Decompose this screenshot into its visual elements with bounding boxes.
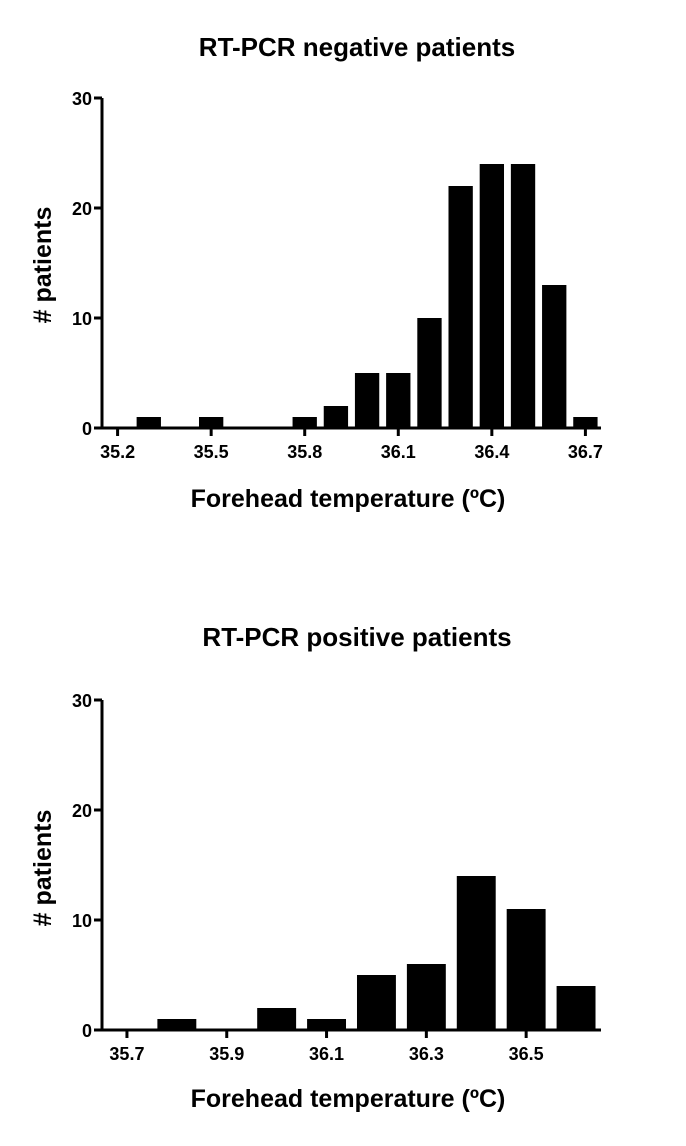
histogram-bar	[556, 986, 596, 1030]
histogram-bar	[307, 1019, 347, 1030]
histogram-bar	[510, 164, 536, 428]
histogram-bar	[323, 406, 349, 428]
chart-title: RT-PCR positive patients	[202, 622, 511, 652]
y-axis-label: # patients	[29, 207, 57, 324]
x-tick-label: 35.8	[287, 442, 322, 462]
positive-patients-chart: RT-PCR positive patients # patients Fore…	[29, 622, 601, 1113]
histogram-bar	[506, 909, 546, 1030]
x-tick-label: 35.9	[209, 1044, 244, 1064]
x-ticks: 35.7 35.9 36.1 36.3 36.5	[109, 1030, 544, 1064]
histogram-bar	[386, 373, 411, 428]
y-tick-label: 30	[72, 89, 92, 109]
histogram-bar	[354, 373, 380, 428]
histogram-bar	[456, 876, 496, 1030]
bars	[157, 876, 596, 1030]
histogram-bar	[356, 975, 396, 1030]
x-tick-label: 35.7	[109, 1044, 144, 1064]
histogram-bar	[448, 186, 473, 428]
histogram-bar	[573, 417, 598, 428]
negative-patients-chart: RT-PCR negative patients # patients Fore…	[29, 32, 603, 513]
histogram-bar	[157, 1019, 197, 1030]
y-axis-label: # patients	[29, 810, 57, 927]
histogram-bar	[406, 964, 446, 1030]
y-tick-label: 0	[82, 419, 92, 439]
y-ticks: 0 10 20 30	[72, 691, 102, 1041]
histogram-bar	[292, 417, 317, 428]
x-tick-label: 36.1	[309, 1044, 344, 1064]
axes	[100, 700, 601, 1032]
histogram-bar	[479, 164, 505, 428]
histogram-bar	[417, 318, 442, 428]
histogram-bar	[198, 417, 224, 428]
y-tick-label: 30	[72, 691, 92, 711]
axes	[100, 98, 601, 430]
x-axis-label: Forehead temperature (ºC)	[191, 1085, 506, 1113]
y-tick-label: 20	[72, 199, 92, 219]
x-tick-label: 36.7	[568, 442, 603, 462]
x-tick-label: 36.1	[381, 442, 416, 462]
bars	[136, 164, 598, 428]
x-axis-label: Forehead temperature (ºC)	[191, 485, 506, 513]
y-tick-label: 20	[72, 801, 92, 821]
y-tick-label: 0	[82, 1021, 92, 1041]
x-tick-label: 36.5	[509, 1044, 544, 1064]
x-tick-label: 35.5	[194, 442, 229, 462]
histogram-bar	[542, 285, 567, 428]
y-tick-label: 10	[72, 911, 92, 931]
x-tick-label: 36.3	[409, 1044, 444, 1064]
x-tick-label: 35.2	[100, 442, 135, 462]
y-tick-label: 10	[72, 309, 92, 329]
chart-title: RT-PCR negative patients	[199, 32, 515, 62]
histogram-bar	[257, 1008, 297, 1030]
histogram-bar	[136, 417, 161, 428]
x-tick-label: 36.4	[474, 442, 509, 462]
x-ticks: 35.2 35.5 35.8 36.1 36.4 36.7	[100, 428, 603, 462]
y-ticks: 0 10 20 30	[72, 89, 102, 439]
